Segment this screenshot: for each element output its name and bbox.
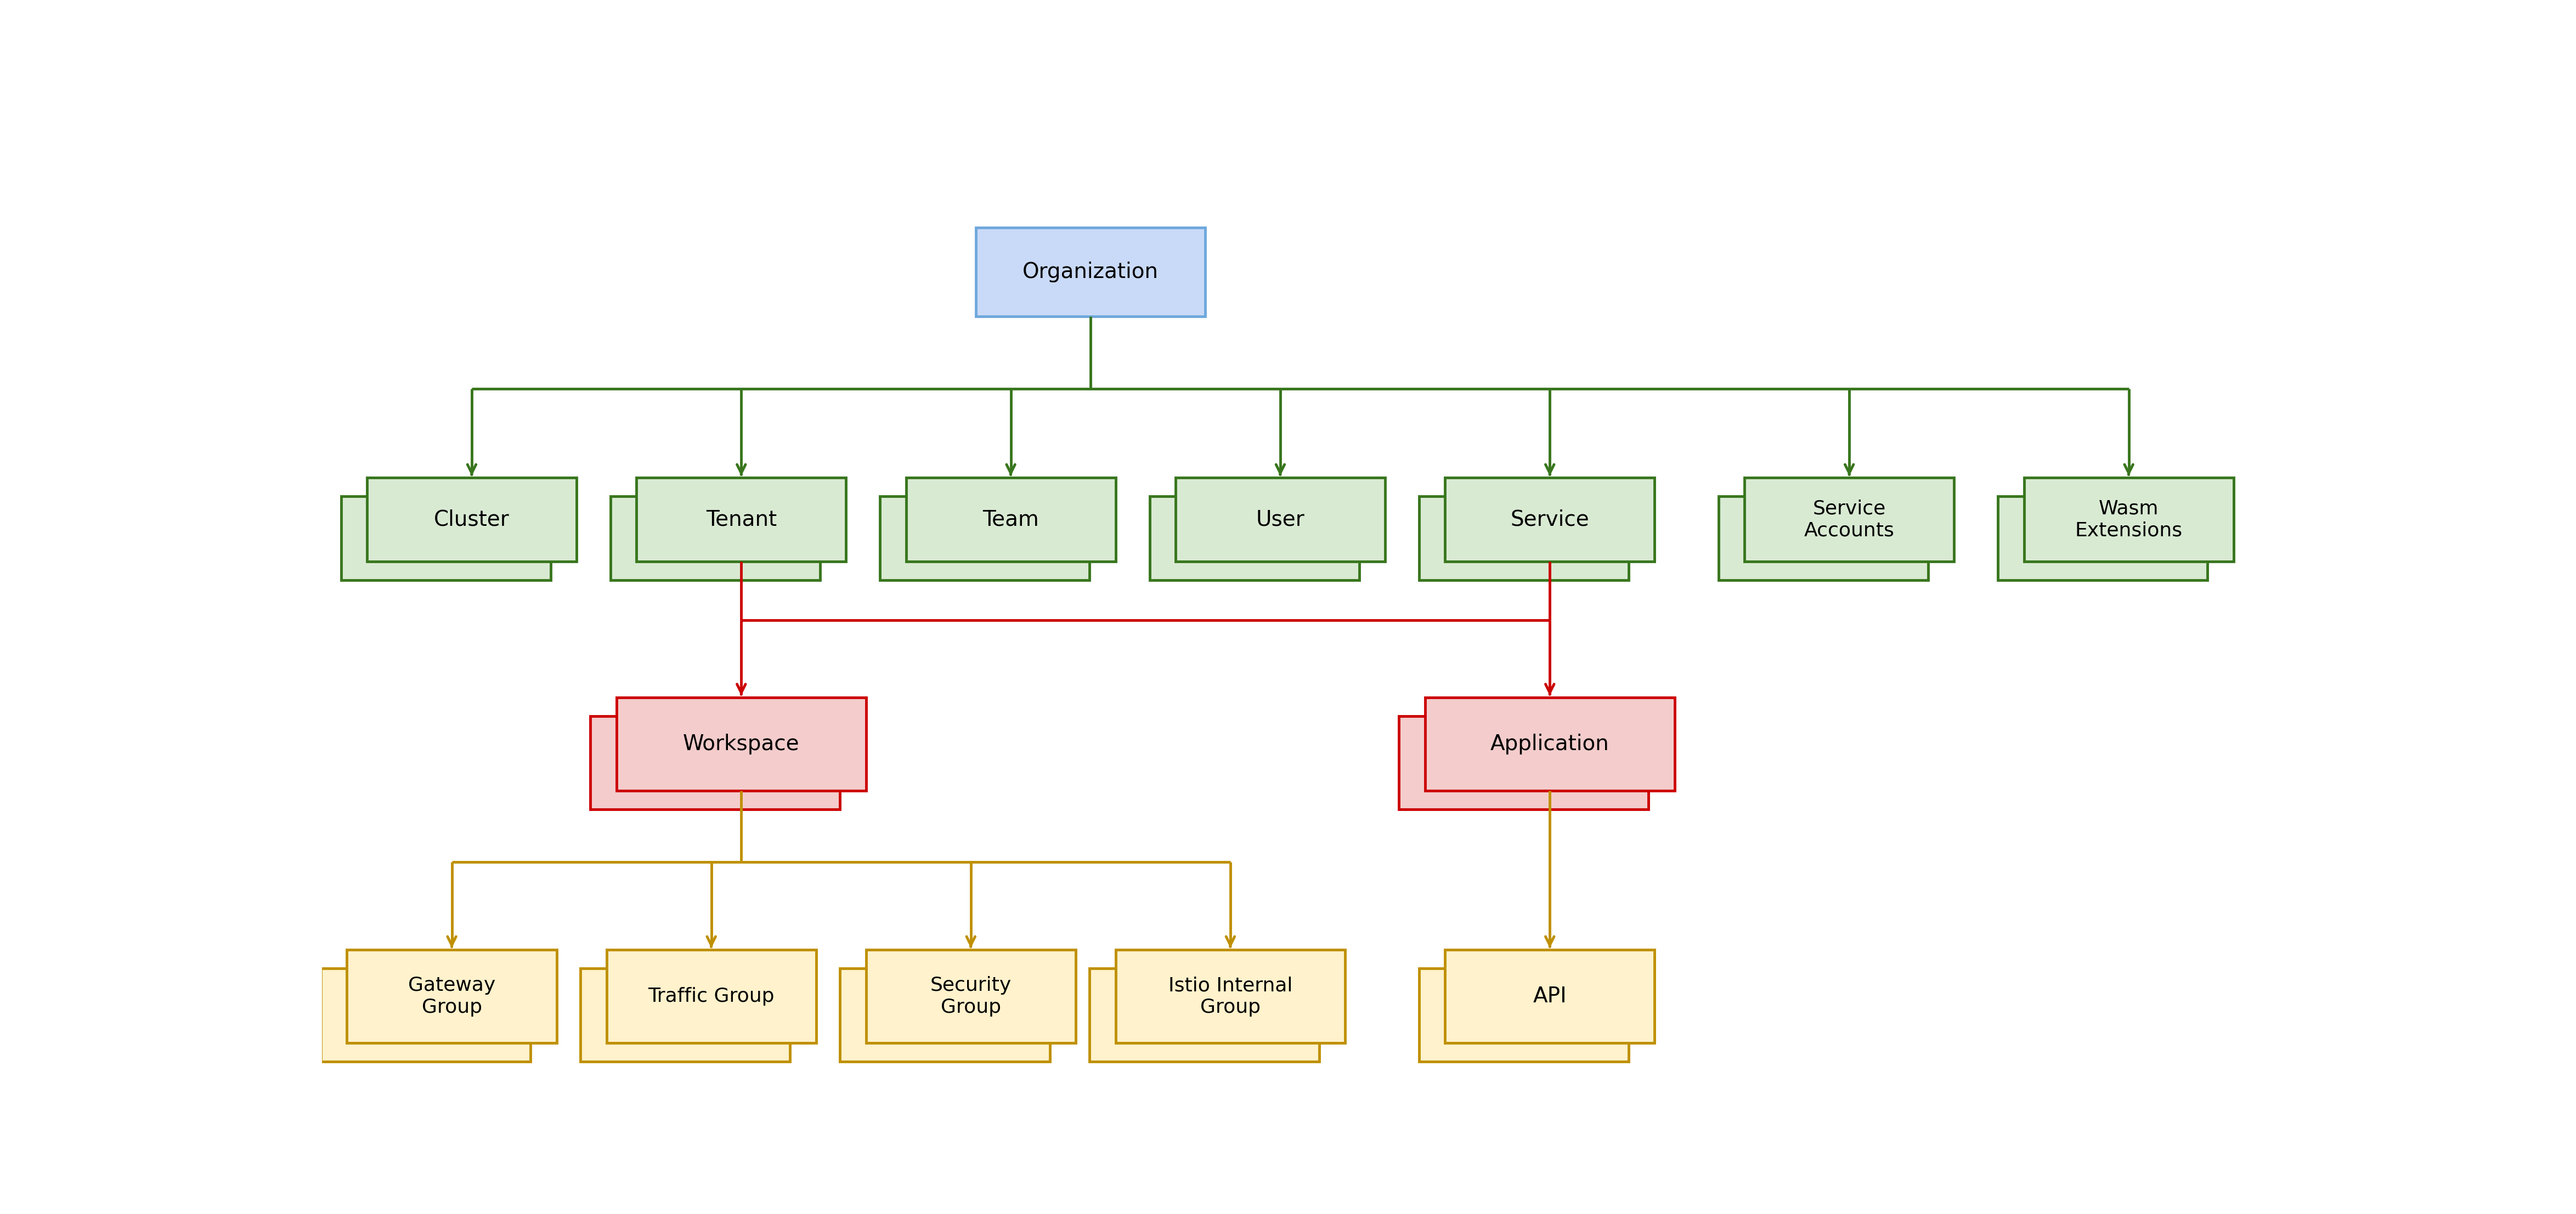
Text: Service
Accounts: Service Accounts <box>1803 499 1893 540</box>
Bar <box>611 497 819 580</box>
Text: Tenant: Tenant <box>706 509 775 531</box>
Bar <box>2025 477 2233 562</box>
Bar <box>1445 477 1654 562</box>
Text: Cluster: Cluster <box>433 509 510 531</box>
Text: Organization: Organization <box>1023 261 1159 283</box>
Bar <box>907 477 1115 562</box>
Bar <box>636 477 845 562</box>
Text: Gateway
Group: Gateway Group <box>407 976 495 1016</box>
Bar <box>1445 949 1654 1043</box>
Text: User: User <box>1257 509 1303 531</box>
Bar <box>1399 716 1649 810</box>
Bar <box>605 949 817 1043</box>
Bar <box>340 497 551 580</box>
Bar <box>366 477 577 562</box>
Bar <box>580 969 791 1062</box>
Bar <box>348 949 556 1043</box>
Bar <box>866 949 1077 1043</box>
Text: Application: Application <box>1492 733 1610 754</box>
Bar <box>1419 497 1628 580</box>
Bar <box>1090 969 1319 1062</box>
Text: API: API <box>1533 986 1566 1006</box>
Bar <box>1999 497 2208 580</box>
Bar <box>881 497 1090 580</box>
Bar <box>1419 969 1628 1062</box>
Text: Security
Group: Security Group <box>930 976 1012 1016</box>
Bar <box>1744 477 1955 562</box>
Bar <box>1718 497 1927 580</box>
Text: Service: Service <box>1510 509 1589 531</box>
Bar <box>1425 697 1674 790</box>
Text: Workspace: Workspace <box>683 733 799 754</box>
Bar <box>1175 477 1386 562</box>
Bar <box>322 969 531 1062</box>
Text: Wasm
Extensions: Wasm Extensions <box>2074 499 2182 540</box>
Bar <box>1115 949 1345 1043</box>
Bar <box>590 716 840 810</box>
Bar <box>1149 497 1360 580</box>
Text: Team: Team <box>981 509 1038 531</box>
Bar <box>840 969 1048 1062</box>
Bar <box>976 227 1206 317</box>
Text: Traffic Group: Traffic Group <box>649 987 775 1005</box>
Text: Istio Internal
Group: Istio Internal Group <box>1170 976 1293 1016</box>
Bar <box>616 697 866 790</box>
